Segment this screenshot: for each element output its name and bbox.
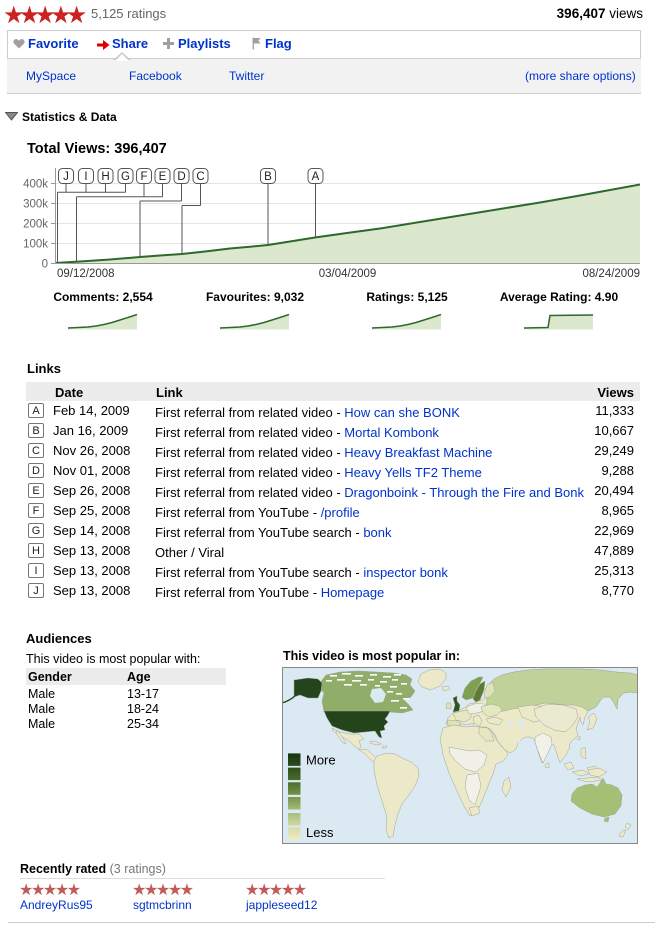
- svg-text:F: F: [140, 171, 147, 183]
- svg-text:100k: 100k: [23, 239, 48, 251]
- svg-text:G: G: [121, 171, 130, 183]
- svg-text:400k: 400k: [23, 179, 48, 191]
- svg-text:300k: 300k: [23, 199, 48, 211]
- svg-text:200k: 200k: [23, 219, 48, 231]
- svg-text:A: A: [312, 171, 320, 183]
- svg-text:I: I: [84, 171, 87, 183]
- svg-text:0: 0: [42, 259, 48, 271]
- svg-text:E: E: [159, 171, 167, 183]
- svg-text:More: More: [306, 753, 336, 768]
- svg-text:C: C: [196, 171, 204, 183]
- svg-text:03/04/2009: 03/04/2009: [319, 268, 377, 280]
- svg-text:J: J: [63, 171, 69, 183]
- svg-text:D: D: [177, 171, 185, 183]
- svg-text:Less: Less: [306, 825, 334, 840]
- svg-text:08/24/2009: 08/24/2009: [582, 268, 640, 280]
- svg-text:B: B: [264, 171, 272, 183]
- svg-text:09/12/2008: 09/12/2008: [57, 268, 115, 280]
- svg-text:H: H: [101, 171, 109, 183]
